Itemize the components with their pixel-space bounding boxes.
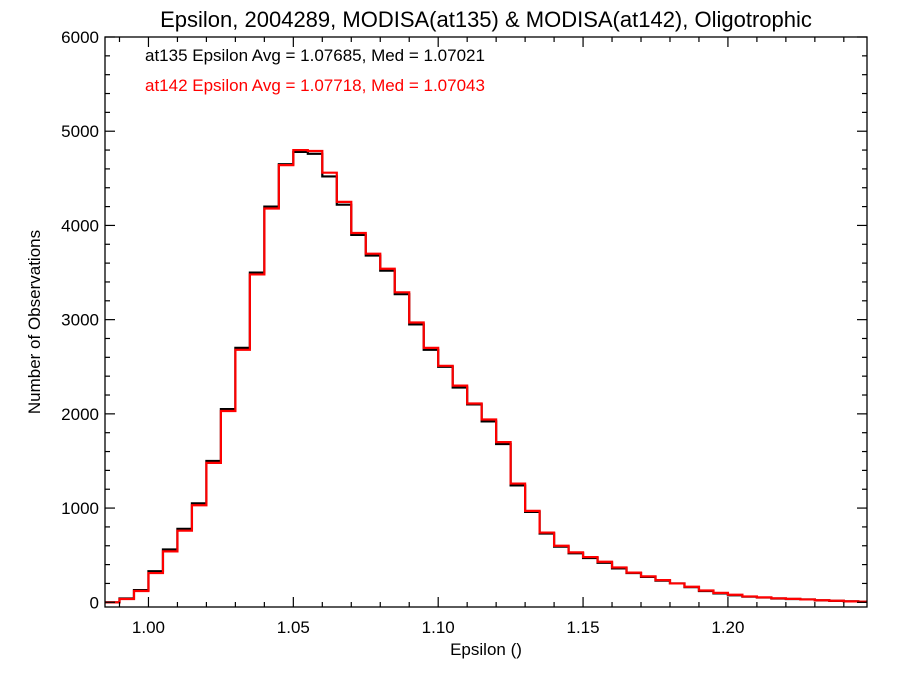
x-tick-label: 1.20	[711, 618, 744, 637]
y-axis-label: Number of Observations	[25, 230, 44, 414]
plot-frame	[104, 36, 868, 608]
y-tick-label: 4000	[61, 216, 99, 235]
x-tick-label: 1.05	[277, 618, 310, 637]
x-tick-label: 1.10	[422, 618, 455, 637]
y-tick-label: 5000	[61, 122, 99, 141]
x-tick-label: 1.15	[567, 618, 600, 637]
x-axis-label: Epsilon ()	[450, 640, 522, 659]
y-tick-label: 0	[90, 593, 99, 612]
histogram-series-0	[105, 150, 867, 604]
y-tick-label: 6000	[61, 28, 99, 47]
axes: 1.00 1.05 1.10 1.15 1.20 0 1000 2000 3000 4000 500…	[61, 28, 867, 637]
y-tick-label: 1000	[61, 499, 99, 518]
chart-title: Epsilon, 2004289, MODISA(at135) & MODISA…	[160, 7, 812, 32]
annotation-at135: at135 Epsilon Avg = 1.07685, Med = 1.070…	[145, 46, 485, 65]
y-tick-label: 2000	[61, 405, 99, 424]
annotation-at142: at142 Epsilon Avg = 1.07718, Med = 1.070…	[145, 76, 485, 95]
histogram-series-1	[105, 148, 867, 604]
x-tick-label: 1.00	[132, 618, 165, 637]
y-tick-label: 3000	[61, 311, 99, 330]
